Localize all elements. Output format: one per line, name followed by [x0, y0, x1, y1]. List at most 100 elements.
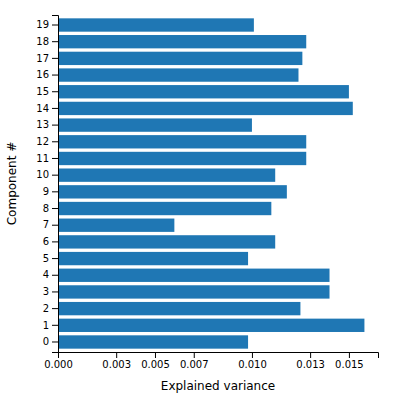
y-tick-label: 0 [43, 336, 49, 347]
y-tick-mark [52, 291, 58, 292]
y-tick-label: 5 [43, 253, 49, 264]
y-tick: 16 [36, 69, 58, 80]
y-tick: 12 [36, 136, 58, 147]
y-tick-mark [52, 158, 58, 159]
bar [58, 335, 248, 348]
y-tick: 1 [43, 320, 58, 331]
x-tick-label: 0.015 [335, 359, 364, 370]
bar [58, 18, 254, 31]
y-tick: 17 [36, 53, 58, 64]
y-tick: 14 [36, 103, 58, 114]
y-tick: 10 [36, 169, 58, 180]
y-tick-mark [52, 175, 58, 176]
bar [58, 168, 275, 181]
y-tick-label: 12 [36, 136, 49, 147]
y-tick-mark [52, 208, 58, 209]
y-tick-label: 11 [36, 153, 49, 164]
y-tick: 13 [36, 119, 58, 130]
y-tick-label: 18 [36, 36, 49, 47]
y-tick: 0 [43, 336, 58, 347]
bar [58, 235, 275, 248]
y-tick: 7 [43, 219, 58, 230]
y-tick: 9 [43, 186, 58, 197]
x-tick: 0.013 [296, 352, 325, 370]
y-tick: 15 [36, 86, 58, 97]
y-tick: 11 [36, 153, 58, 164]
x-tick: 0.000 [44, 352, 73, 370]
bar [58, 152, 306, 165]
x-tick-mark [310, 352, 311, 358]
bar [58, 302, 300, 315]
y-tick-label: 15 [36, 86, 49, 97]
x-tick-label: 0.013 [296, 359, 325, 370]
y-axis-title: Component # [5, 142, 19, 226]
y-tick-label: 1 [43, 320, 49, 331]
y-tick: 19 [36, 19, 58, 30]
bar [58, 135, 306, 148]
bar [58, 68, 298, 81]
x-tick: 0.005 [141, 352, 170, 370]
bars [58, 18, 364, 348]
y-tick: 8 [43, 203, 58, 214]
x-axis-title: Explained variance [161, 379, 275, 393]
x-tick-label: 0.010 [238, 359, 267, 370]
y-tick-label: 8 [43, 203, 49, 214]
bar [58, 185, 287, 198]
y-tick: 2 [43, 303, 58, 314]
x-tick-label: 0.000 [44, 359, 73, 370]
y-tick-label: 4 [43, 269, 49, 280]
x-tick-label: 0.007 [180, 359, 209, 370]
y-tick: 3 [43, 286, 58, 297]
y-tick-mark [52, 225, 58, 226]
y-tick-label: 17 [36, 53, 49, 64]
plot-area: 0.0000.0030.0050.0070.0100.0130.01501234… [36, 16, 378, 371]
y-tick-mark [52, 58, 58, 59]
x-tick: 0.003 [102, 352, 131, 370]
y-tick-label: 13 [36, 119, 49, 130]
y-tick-mark [52, 91, 58, 92]
chart-svg: 0.0000.0030.0050.0070.0100.0130.01501234… [0, 0, 400, 400]
x-axis: 0.000 0.003 0.005 0.007 0.010 0.013 0.015 [44, 352, 378, 370]
y-tick: 6 [43, 236, 58, 247]
bar [58, 219, 174, 232]
y-tick-label: 16 [36, 69, 49, 80]
y-tick-mark [52, 41, 58, 42]
y-tick-mark [52, 141, 58, 142]
y-tick: 4 [43, 269, 58, 280]
y-tick-label: 3 [43, 286, 49, 297]
y-tick-label: 7 [43, 219, 49, 230]
y-tick-mark [52, 308, 58, 309]
y-tick: 5 [43, 253, 58, 264]
y-tick-label: 2 [43, 303, 49, 314]
y-tick-label: 14 [36, 103, 49, 114]
y-tick-mark [52, 241, 58, 242]
bar [58, 35, 306, 48]
bar [58, 52, 302, 65]
x-tick: 0.010 [238, 352, 267, 370]
y-tick-mark [52, 325, 58, 326]
bar [58, 202, 271, 215]
x-tick: 0.007 [180, 352, 209, 370]
bar [58, 252, 248, 265]
y-tick-label: 10 [36, 169, 49, 180]
y-axis-line [52, 16, 59, 353]
y-tick-mark [52, 341, 58, 342]
y-tick: 18 [36, 36, 58, 47]
y-tick-mark [52, 275, 58, 276]
x-tick-mark [349, 352, 350, 358]
bar [58, 85, 349, 98]
x-tick: 0.015 [335, 352, 364, 370]
bar [58, 319, 364, 332]
y-tick-mark [52, 191, 58, 192]
y-axis: 012345678910111213141516171819 [36, 16, 58, 353]
y-tick-label: 9 [43, 186, 49, 197]
y-tick-label: 19 [36, 19, 49, 30]
y-tick-mark [52, 125, 58, 126]
y-tick-mark [52, 108, 58, 109]
y-tick-label: 6 [43, 236, 49, 247]
x-tick-mark [252, 352, 253, 358]
x-tick-label: 0.003 [102, 359, 131, 370]
bar [58, 102, 353, 115]
x-tick-mark [194, 352, 195, 358]
x-tick-mark [116, 352, 117, 358]
